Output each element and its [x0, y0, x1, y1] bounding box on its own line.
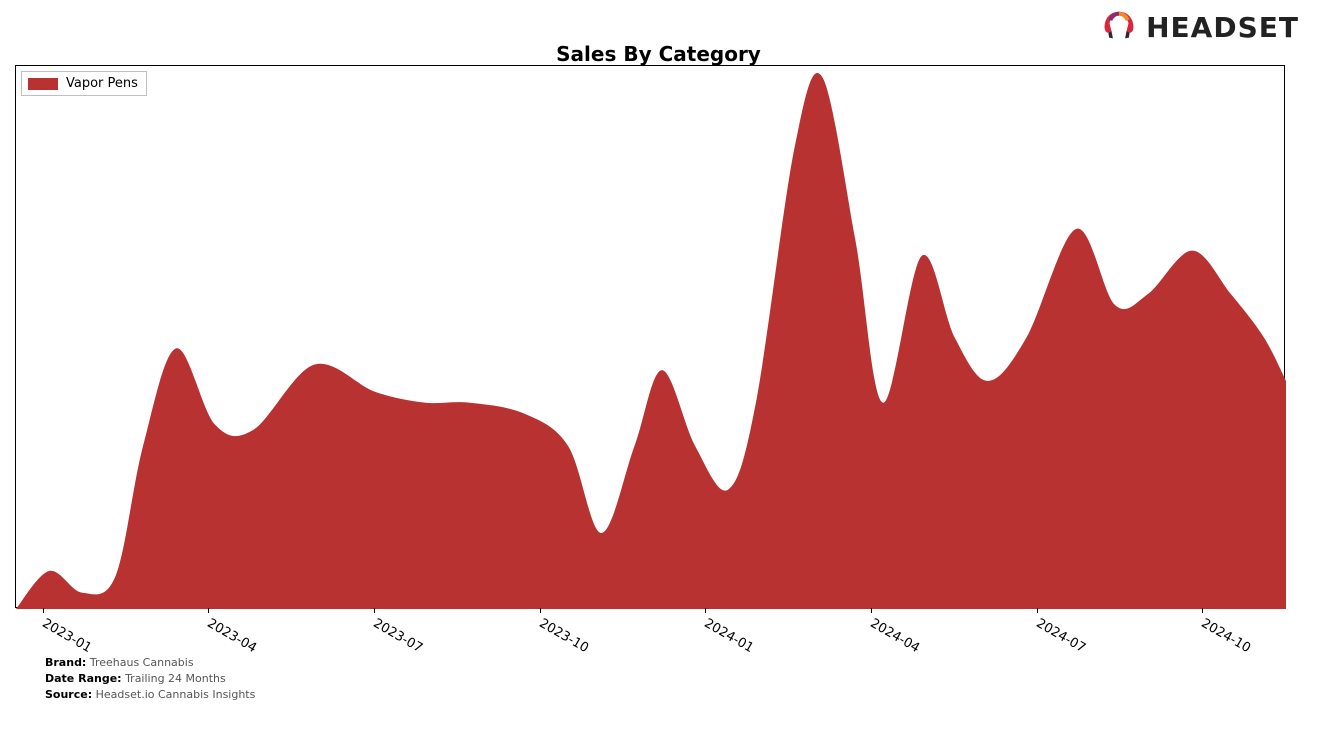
x-tick-mark [43, 608, 44, 613]
x-tick-label: 2024-10 [1199, 616, 1254, 656]
x-tick-label: 2023-07 [370, 616, 425, 656]
headset-logo-icon [1100, 8, 1138, 46]
x-tick-mark [1037, 608, 1038, 613]
meta-brand: Brand: Treehaus Cannabis [45, 655, 255, 671]
meta-source: Source: Headset.io Cannabis Insights [45, 687, 255, 703]
chart-legend: Vapor Pens [21, 71, 147, 96]
x-tick-mark [871, 608, 872, 613]
x-tick-mark [705, 608, 706, 613]
headset-logo: HEADSET [1100, 8, 1299, 46]
x-tick-mark [374, 608, 375, 613]
x-tick-label: 2024-07 [1033, 616, 1088, 656]
x-tick-label: 2023-10 [536, 616, 591, 656]
chart-title: Sales By Category [0, 42, 1317, 66]
area-chart-svg [16, 66, 1286, 609]
x-tick-label: 2024-01 [702, 616, 757, 656]
area-series-vapor-pens [16, 73, 1286, 609]
legend-label: Vapor Pens [66, 76, 138, 91]
x-tick-mark [540, 608, 541, 613]
x-tick-mark [208, 608, 209, 613]
x-tick-label: 2023-01 [39, 616, 94, 656]
x-tick-mark [1202, 608, 1203, 613]
x-tick-label: 2023-04 [205, 616, 260, 656]
headset-logo-text: HEADSET [1146, 11, 1299, 44]
chart-metadata: Brand: Treehaus Cannabis Date Range: Tra… [45, 655, 255, 703]
chart-plot-area: Vapor Pens [15, 65, 1285, 608]
x-tick-label: 2024-04 [867, 616, 922, 656]
legend-swatch [28, 78, 58, 90]
meta-date-range: Date Range: Trailing 24 Months [45, 671, 255, 687]
